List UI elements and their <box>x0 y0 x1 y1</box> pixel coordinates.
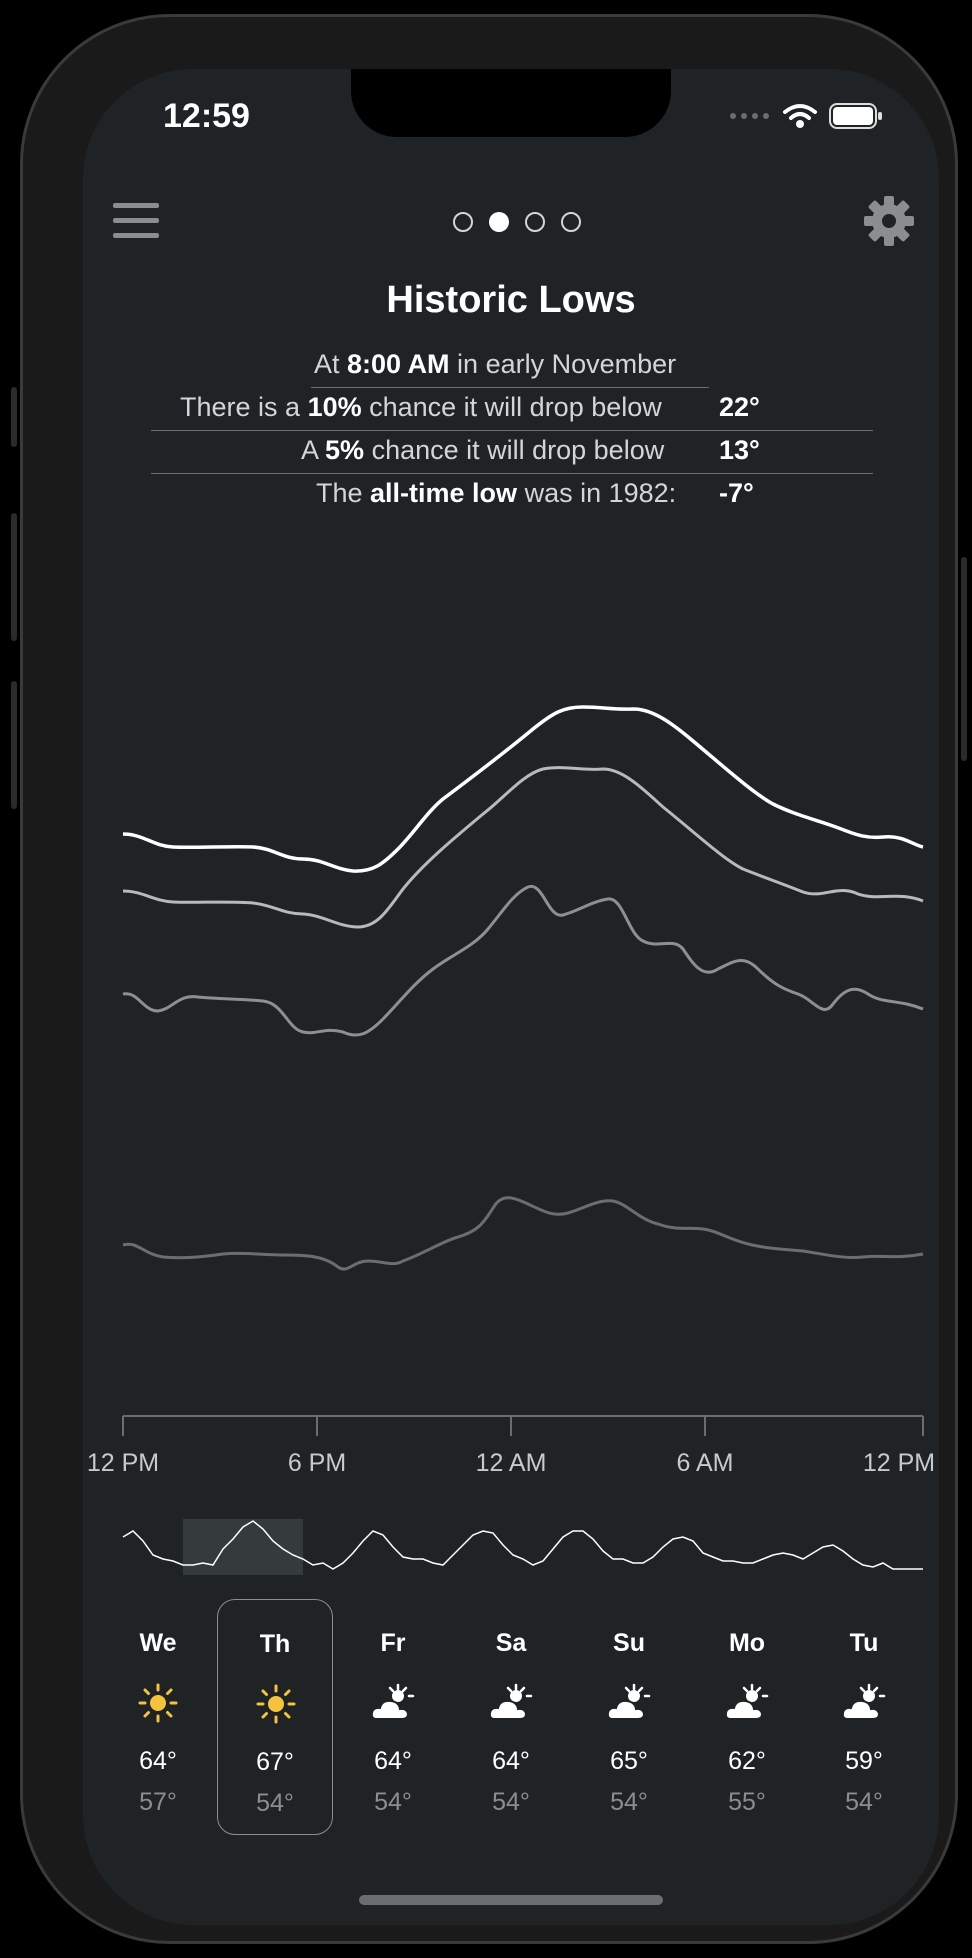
sparkline <box>122 1520 923 1570</box>
day-high-temp: 65° <box>610 1747 648 1775</box>
day-name: Fr <box>380 1629 406 1657</box>
x-axis: 12 PM 6 PM 12 AM 6 AM 12 PM <box>87 1415 935 1477</box>
x-tick-label: 6 AM <box>677 1449 734 1477</box>
forecast-day[interactable]: We 64° 57° <box>100 1599 216 1835</box>
day-name: Th <box>259 1630 291 1658</box>
series-line-bottom <box>122 1196 924 1271</box>
partly-cloudy-icon <box>607 1683 651 1720</box>
day-high-temp: 62° <box>728 1747 766 1775</box>
home-indicator[interactable] <box>359 1895 663 1905</box>
day-high-temp: 67° <box>256 1748 294 1776</box>
phone-frame: 12:59 <box>11 14 967 1944</box>
partly-cloudy-icon <box>371 1683 415 1720</box>
status-time: 12:59 <box>163 97 250 135</box>
x-tick-label: 12 AM <box>476 1449 547 1477</box>
info-value-10pct: 22° <box>719 392 760 422</box>
partly-cloudy-icon <box>489 1683 533 1720</box>
series-line-second <box>122 766 924 929</box>
volume-up-button <box>11 513 17 641</box>
divider <box>311 387 709 388</box>
partly-cloudy-icon <box>725 1683 769 1720</box>
divider <box>151 473 873 474</box>
forecast-day-selected[interactable]: Th 67° 54° <box>217 1599 333 1835</box>
menu-icon[interactable] <box>113 201 161 241</box>
day-low-temp: 55° <box>728 1788 766 1816</box>
x-tick-label: 6 PM <box>288 1449 346 1477</box>
selected-range-highlight[interactable] <box>183 1519 303 1575</box>
day-low-temp: 57° <box>139 1788 177 1816</box>
sun-icon <box>256 1684 296 1724</box>
notch <box>351 69 671 137</box>
gear-icon[interactable] <box>863 195 915 247</box>
forecast-day[interactable]: Tu 59° 54° <box>806 1599 922 1835</box>
day-low-temp: 54° <box>256 1789 294 1817</box>
series-line-third <box>122 885 924 1037</box>
info-value-5pct: 13° <box>719 435 760 465</box>
day-low-temp: 54° <box>610 1788 648 1816</box>
day-name: Mo <box>728 1629 766 1657</box>
forecast-day[interactable]: Sa 64° 54° <box>453 1599 569 1835</box>
divider <box>151 430 873 431</box>
page-dot[interactable] <box>561 212 581 232</box>
app-screen: 12:59 <box>83 69 939 1925</box>
cellular-signal-icon <box>730 113 769 119</box>
forecast-day[interactable]: Fr 64° 54° <box>335 1599 451 1835</box>
week-overview-sparkline[interactable] <box>122 1519 923 1575</box>
info-row-all-time: The all-time low was in 1982: <box>316 478 677 508</box>
day-name: We <box>139 1629 177 1657</box>
info-row-10pct: There is a 10% chance it will drop below <box>180 392 662 422</box>
status-icons <box>729 103 883 129</box>
day-low-temp: 54° <box>374 1788 412 1816</box>
day-high-temp: 64° <box>139 1747 177 1775</box>
page-dot[interactable] <box>453 212 473 232</box>
forecast-day[interactable]: Su 65° 54° <box>571 1599 687 1835</box>
silent-switch <box>11 387 17 447</box>
day-low-temp: 54° <box>492 1788 530 1816</box>
wifi-icon <box>783 104 817 128</box>
power-button <box>961 557 967 761</box>
partly-cloudy-icon <box>842 1683 886 1720</box>
day-high-temp: 64° <box>492 1747 530 1775</box>
day-high-temp: 64° <box>374 1747 412 1775</box>
volume-down-button <box>11 681 17 809</box>
x-tick-label: 12 PM <box>863 1449 935 1477</box>
day-low-temp: 54° <box>845 1788 883 1816</box>
page-title: Historic Lows <box>386 279 636 321</box>
sun-icon <box>138 1683 178 1723</box>
day-name: Tu <box>849 1629 879 1657</box>
forecast-strip: We 64° 57° Th <box>83 1599 939 1839</box>
info-row-time: At 8:00 AM in early November <box>314 349 677 379</box>
day-name: Su <box>613 1629 645 1657</box>
series-line-top <box>122 705 924 873</box>
page-indicator[interactable] <box>451 209 585 235</box>
x-tick-label: 12 PM <box>87 1449 159 1477</box>
day-high-temp: 59° <box>845 1747 883 1775</box>
day-name: Sa <box>495 1629 527 1657</box>
page-dot[interactable] <box>525 212 545 232</box>
forecast-day[interactable]: Mo 62° 55° <box>689 1599 805 1835</box>
historic-lows-chart: 12 PM 6 PM 12 AM 6 AM 12 PM <box>87 705 935 1575</box>
info-value-all-time: -7° <box>719 478 754 508</box>
page-dot-active[interactable] <box>489 212 509 232</box>
battery-icon <box>829 103 882 129</box>
info-row-5pct: A 5% chance it will drop below <box>301 435 665 465</box>
